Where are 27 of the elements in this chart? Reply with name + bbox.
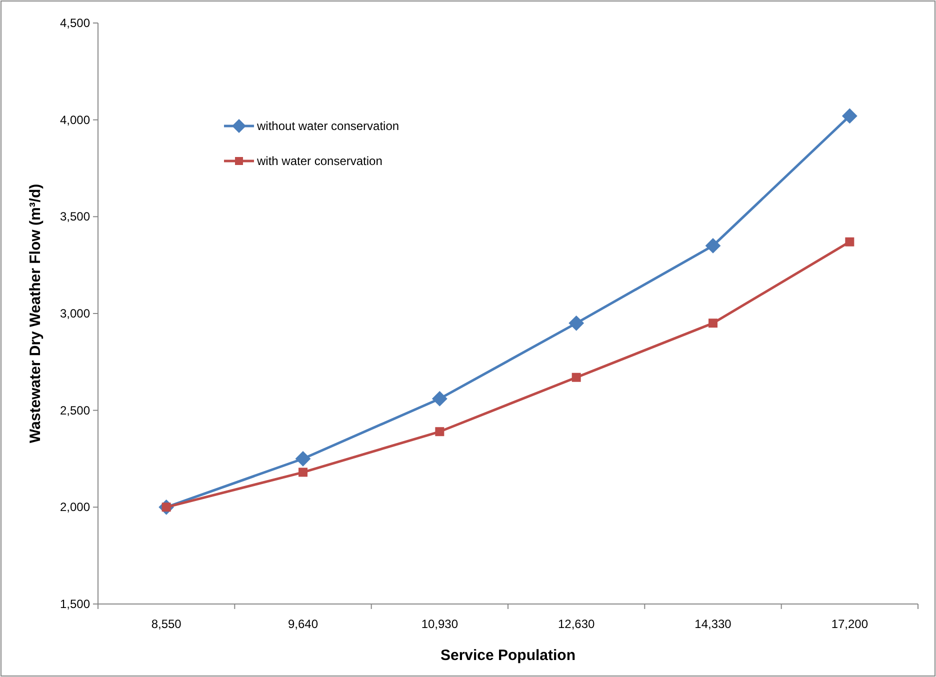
point [296, 451, 310, 466]
y-axis-title: Wastewater Dry Weather Flow (m³/d) [27, 184, 44, 444]
x-tick-label: 9,640 [288, 617, 318, 631]
x-tick-label: 8,550 [151, 617, 182, 631]
legend-label: without water conservation [256, 119, 400, 133]
y-tick-label: 3,500 [60, 210, 90, 224]
point [842, 108, 858, 124]
point [435, 427, 444, 436]
y-tick-label: 2,000 [60, 500, 90, 514]
point [432, 391, 448, 406]
x-tick-label: 14,330 [694, 617, 732, 631]
point [845, 237, 854, 246]
x-tick-label: 10,930 [421, 617, 458, 631]
y-tick-label: 3,000 [60, 306, 90, 320]
point [572, 372, 581, 382]
point [568, 316, 584, 331]
x-axis-title: Service Population [440, 647, 576, 664]
x-tick-label: 17,200 [831, 617, 868, 631]
y-tick-label: 4,000 [60, 112, 90, 127]
y-tick-label: 4,500 [60, 16, 90, 30]
point [708, 318, 718, 328]
legend-label: with water conservation [256, 154, 382, 168]
x-tick-label: 12,630 [558, 617, 596, 631]
point [298, 468, 308, 477]
y-tick-label: 1,500 [60, 597, 90, 611]
y-tick-label: 2,500 [60, 403, 90, 418]
point [706, 238, 720, 254]
